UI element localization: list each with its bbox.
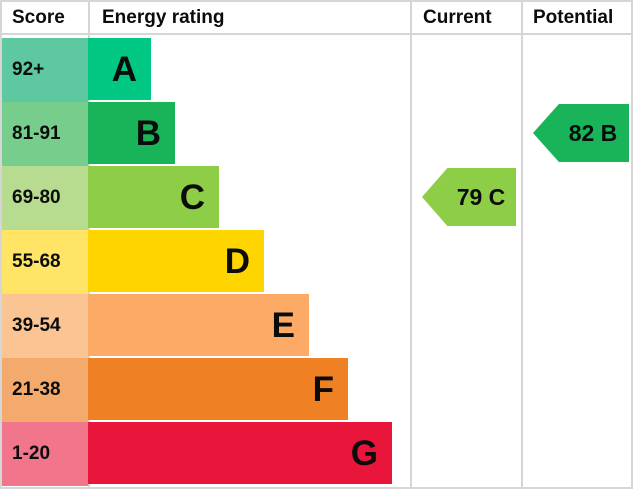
rating-bar-g: G bbox=[88, 422, 392, 484]
potential-rating-label: 82 B bbox=[568, 119, 618, 146]
score-cell-a: 92+ bbox=[2, 38, 88, 102]
rating-bar-e: E bbox=[88, 294, 309, 356]
score-cell-d: 55-68 bbox=[2, 230, 88, 294]
rating-bar-a: A bbox=[88, 38, 151, 100]
header-current: Current bbox=[423, 7, 492, 28]
rating-bar-f: F bbox=[88, 358, 348, 420]
score-range-label: 39-54 bbox=[12, 315, 61, 336]
header-score: Score bbox=[12, 7, 65, 28]
band-letter: B bbox=[135, 113, 161, 153]
rating-bar-c: C bbox=[88, 166, 219, 228]
score-range-label: 21-38 bbox=[12, 379, 61, 400]
header-energy-rating: Energy rating bbox=[102, 7, 225, 28]
score-cell-b: 81-91 bbox=[2, 102, 88, 166]
column-divider-current bbox=[410, 2, 412, 487]
score-cell-c: 69-80 bbox=[2, 166, 88, 230]
score-range-label: 81-91 bbox=[12, 123, 61, 144]
potential-rating-arrow: 82 B bbox=[533, 104, 629, 162]
score-cell-e: 39-54 bbox=[2, 294, 88, 358]
band-letter: D bbox=[224, 241, 250, 281]
rating-bar-d: D bbox=[88, 230, 264, 292]
score-range-label: 1-20 bbox=[12, 443, 51, 464]
column-divider-potential bbox=[521, 2, 523, 487]
header-divider bbox=[2, 33, 631, 35]
band-letter: A bbox=[111, 49, 137, 89]
score-cell-g: 1-20 bbox=[2, 422, 88, 486]
band-letter: F bbox=[312, 369, 334, 409]
current-rating-arrow: 79 C bbox=[422, 168, 516, 226]
score-range-label: 92+ bbox=[12, 59, 45, 80]
score-range-label: 69-80 bbox=[12, 187, 61, 208]
rating-bar-b: B bbox=[88, 102, 175, 164]
band-letter: C bbox=[179, 177, 205, 217]
band-letter: G bbox=[350, 433, 378, 473]
current-rating-label: 79 C bbox=[456, 183, 506, 210]
score-cell-f: 21-38 bbox=[2, 358, 88, 422]
band-letter: E bbox=[271, 305, 295, 345]
score-range-label: 55-68 bbox=[12, 251, 61, 272]
header-potential: Potential bbox=[533, 7, 614, 28]
